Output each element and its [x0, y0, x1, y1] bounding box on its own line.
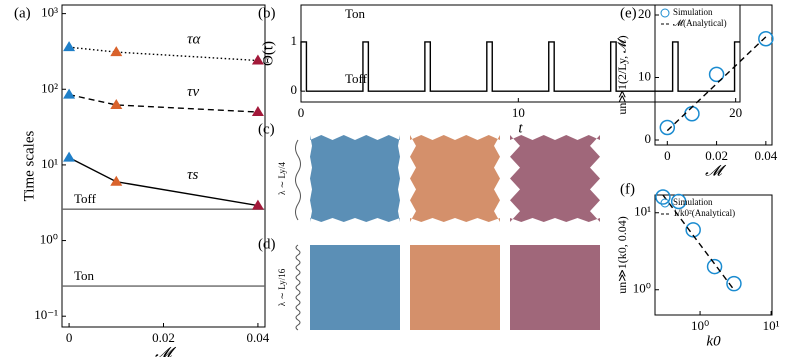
wavelength-label: λ ∼ Ly/16	[277, 268, 287, 306]
x-axis-label: t	[518, 120, 523, 136]
x-tick-label: 0	[66, 330, 73, 345]
x-tick-label: 10	[512, 105, 525, 120]
series-label: τv	[187, 84, 199, 100]
y-axis-label: Time scales	[21, 130, 37, 201]
y-tick-label: 10¹	[41, 156, 58, 171]
x-tick-label: 10⁰	[691, 318, 709, 333]
marker	[63, 151, 76, 162]
simulation-snapshot	[310, 135, 400, 222]
simulation-snapshot	[510, 245, 600, 330]
legend-marker	[660, 8, 670, 18]
annotation: Toff	[345, 71, 368, 86]
marker	[251, 199, 264, 210]
plot-frame	[654, 4, 773, 146]
legend-label: Simulation	[673, 197, 713, 207]
wavelength-label: λ ∼ Ly/4	[277, 162, 287, 195]
marker	[726, 275, 742, 292]
simulation-snapshot	[310, 245, 400, 330]
series-line	[666, 36, 767, 132]
y-tick-label: 1	[291, 33, 298, 48]
x-tick-label: 20	[729, 105, 742, 120]
y-tick-label: 10²	[41, 80, 58, 95]
legend-label: 𝓜(Analytical)	[673, 18, 727, 28]
series-label: τα	[187, 31, 201, 47]
legend-label: Simulation	[673, 7, 713, 17]
marker	[659, 119, 676, 136]
simulation-snapshot	[510, 135, 600, 222]
reference-label: Ton	[74, 268, 95, 283]
marker	[706, 258, 723, 275]
x-tick-label: 0.04	[247, 330, 270, 345]
marker	[708, 66, 725, 83]
y-tick-label: 0	[291, 82, 298, 97]
y-axis-label: Θ(t)	[260, 41, 276, 66]
wave-indicator	[295, 244, 301, 331]
marker	[758, 31, 774, 47]
y-tick-label: 10³	[41, 5, 58, 20]
marker	[251, 54, 264, 65]
legend-label: 1/k0²(Analytical)	[673, 208, 735, 218]
wave-indicator	[295, 139, 301, 221]
y-axis-label: un≫1(2/Ly, 𝓜)	[615, 35, 629, 114]
marker	[685, 222, 701, 238]
x-axis-label: 𝓜	[705, 163, 727, 179]
y-tick-label: 0	[645, 131, 652, 146]
y-axis-label: un≫1(k0, 0.04)	[615, 216, 629, 294]
x-axis-label: k0	[706, 333, 721, 349]
series-line	[68, 93, 258, 113]
series-line	[69, 46, 258, 62]
y-tick-label: 20	[638, 6, 651, 21]
marker	[670, 193, 687, 210]
series-line	[300, 41, 740, 92]
panel-label: (a)	[14, 5, 31, 21]
series-line	[68, 156, 259, 207]
y-tick-label: 10¹	[634, 204, 651, 219]
panel-label: (b)	[258, 5, 276, 21]
x-tick-label: 10¹	[763, 318, 780, 333]
legend-marker	[660, 198, 670, 208]
marker	[110, 175, 123, 186]
panel-label: (c)	[258, 121, 275, 137]
y-tick-label: 10⁰	[633, 281, 651, 296]
panel-label: (e)	[620, 5, 637, 21]
x-tick-label: 0.02	[705, 148, 728, 163]
marker	[655, 189, 671, 205]
simulation-snapshot	[410, 135, 500, 222]
marker	[684, 106, 700, 122]
panel-label: (f)	[620, 181, 635, 197]
marker	[110, 98, 123, 109]
x-tick-label: 0.02	[152, 330, 175, 345]
reference-label: Toff	[74, 191, 97, 206]
annotation: Ton	[345, 6, 366, 21]
x-axis-label: 𝓜	[155, 345, 177, 357]
panel-label: (d)	[258, 236, 276, 252]
marker	[63, 88, 76, 99]
marker	[251, 106, 264, 117]
marker	[63, 41, 76, 52]
series-label: τs	[187, 167, 198, 183]
x-tick-label: 0	[664, 148, 671, 163]
marker	[110, 46, 123, 57]
y-tick-label: 10⁻¹	[34, 307, 58, 322]
simulation-snapshot	[410, 245, 500, 330]
x-tick-label: 0.04	[754, 148, 777, 163]
x-tick-label: 0	[298, 105, 305, 120]
plot-frame	[654, 194, 773, 316]
y-tick-label: 10	[638, 68, 651, 83]
y-tick-label: 10⁰	[40, 232, 58, 247]
